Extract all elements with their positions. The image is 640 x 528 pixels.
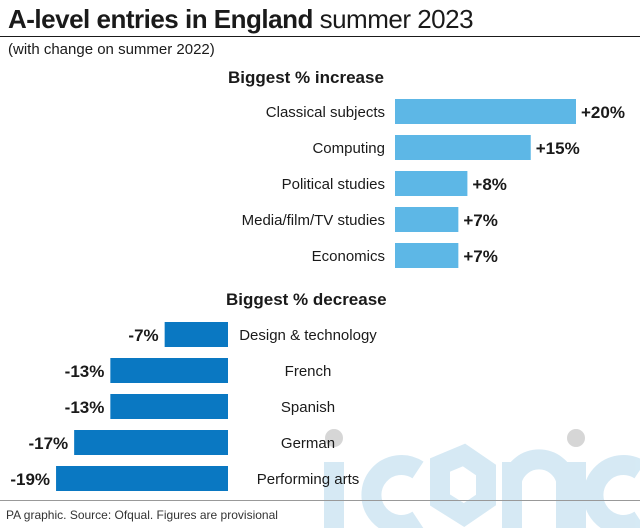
decrease-value-label: -13% (65, 398, 105, 417)
chart-title: A-level entries in England summer 2023 (8, 4, 474, 35)
increase-bar (395, 99, 576, 124)
increase-value-label: +7% (463, 247, 498, 266)
decrease-value-label: -17% (28, 434, 68, 453)
decrease-category-label: Design & technology (239, 327, 377, 344)
increase-value-label: +8% (472, 175, 507, 194)
decrease-category-label: Spanish (281, 399, 335, 416)
decrease-value-label: -13% (65, 362, 105, 381)
decrease-category-label: German (281, 435, 335, 452)
chart-subtitle: (with change on summer 2022) (8, 41, 215, 58)
increase-value-label: +7% (463, 211, 498, 230)
decrease-bar (56, 466, 228, 491)
increase-section-title: Biggest % increase (228, 68, 384, 87)
increase-category-label: Computing (312, 140, 385, 157)
decrease-category-label: Performing arts (257, 471, 360, 488)
decrease-section-title: Biggest % decrease (226, 290, 387, 309)
increase-bar (395, 207, 459, 232)
increase-bar (395, 135, 531, 160)
decrease-category-label: French (285, 363, 332, 380)
increase-category-label: Economics (312, 248, 385, 265)
decrease-value-label: -19% (10, 470, 50, 489)
decrease-bar (110, 394, 228, 419)
decrease-bar (74, 430, 229, 455)
watermark-dot-1 (325, 429, 343, 447)
increase-value-label: +20% (581, 103, 625, 122)
increase-bar (395, 171, 468, 196)
decrease-value-label: -7% (128, 326, 158, 345)
increase-category-label: Media/film/TV studies (242, 212, 385, 229)
watermark-dot-2 (567, 429, 585, 447)
increase-value-label: +15% (536, 139, 580, 158)
title-rule (0, 36, 640, 37)
title-bold: A-level entries in England (8, 4, 313, 34)
footer-rule (0, 500, 640, 501)
footer-source: PA graphic. Source: Ofqual. Figures are … (6, 508, 278, 522)
decrease-bar (110, 358, 228, 383)
decrease-bar (164, 322, 228, 347)
increase-category-label: Political studies (282, 176, 385, 193)
increase-bar (395, 243, 459, 268)
title-light: summer 2023 (312, 4, 474, 34)
increase-category-label: Classical subjects (266, 104, 385, 121)
